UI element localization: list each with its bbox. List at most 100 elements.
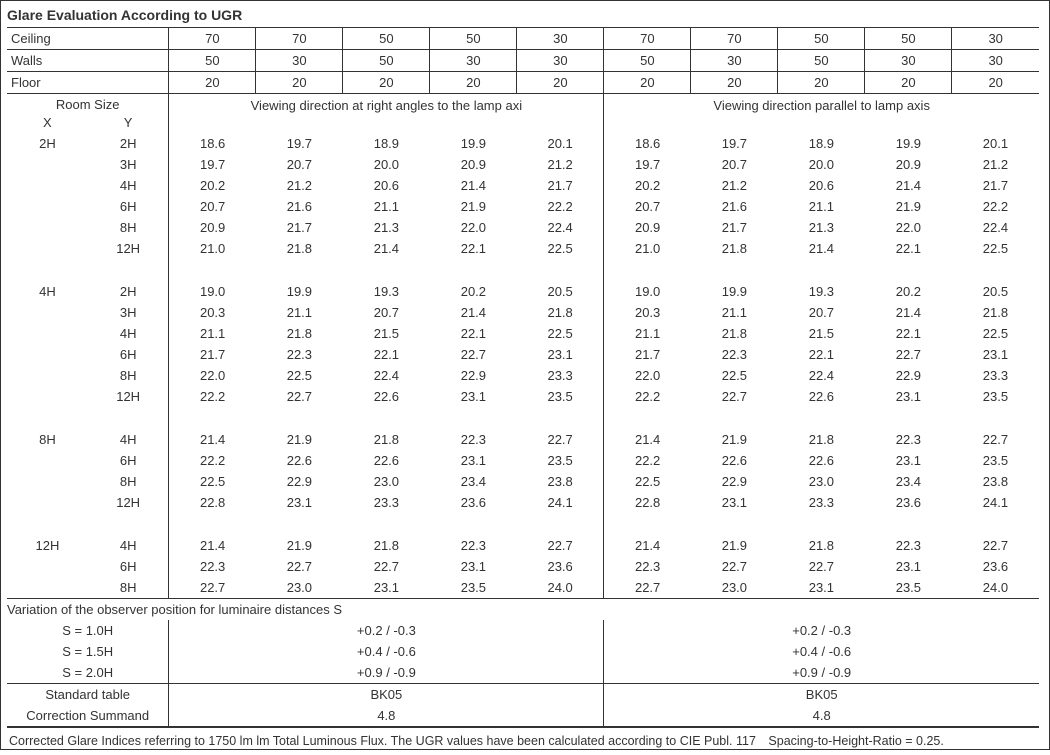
ugr-value: 23.0 — [343, 471, 430, 492]
variation-title: Variation of the observer position for l… — [7, 599, 1039, 621]
param-label: Ceiling — [7, 28, 169, 50]
ugr-value: 21.8 — [256, 323, 343, 344]
param-value: 70 — [604, 28, 691, 50]
room-y: 8H — [88, 577, 169, 599]
ugr-value: 20.1 — [517, 133, 604, 154]
ugr-value: 19.3 — [343, 281, 430, 302]
param-value: 50 — [778, 28, 865, 50]
ugr-value: 21.7 — [691, 217, 778, 238]
ugr-value: 22.5 — [517, 323, 604, 344]
param-value: 20 — [430, 72, 517, 94]
ugr-value: 21.7 — [256, 217, 343, 238]
ugr-value: 22.0 — [865, 217, 952, 238]
ugr-value: 22.5 — [952, 323, 1039, 344]
ugr-value: 20.2 — [604, 175, 691, 196]
ugr-value: 23.1 — [430, 450, 517, 471]
ugr-value: 22.2 — [952, 196, 1039, 217]
ugr-value: 22.7 — [256, 386, 343, 407]
ugr-value: 22.5 — [169, 471, 256, 492]
param-value: 20 — [691, 72, 778, 94]
ugr-value: 22.7 — [952, 535, 1039, 556]
ugr-table-container: Glare Evaluation According to UGR Ceilin… — [0, 0, 1050, 750]
ugr-value: 21.9 — [691, 535, 778, 556]
ugr-value: 20.9 — [604, 217, 691, 238]
summary-label: Correction Summand — [7, 705, 169, 727]
ugr-value: 21.8 — [691, 238, 778, 259]
ugr-value: 19.7 — [604, 154, 691, 175]
ugr-value: 21.2 — [952, 154, 1039, 175]
room-x — [7, 577, 88, 599]
ugr-value: 21.1 — [256, 302, 343, 323]
ugr-value: 22.7 — [517, 429, 604, 450]
page-title: Glare Evaluation According to UGR — [7, 5, 1039, 27]
ugr-value: 20.0 — [343, 154, 430, 175]
ugr-value: 18.9 — [343, 133, 430, 154]
ugr-value: 20.2 — [865, 281, 952, 302]
ugr-value: 22.4 — [778, 365, 865, 386]
ugr-value: 22.9 — [691, 471, 778, 492]
room-y: 3H — [88, 154, 169, 175]
ugr-value: 22.2 — [517, 196, 604, 217]
ugr-value: 18.6 — [169, 133, 256, 154]
ugr-value: 21.3 — [778, 217, 865, 238]
ugr-value: 22.0 — [430, 217, 517, 238]
ugr-value: 23.1 — [430, 386, 517, 407]
ugr-value: 22.6 — [691, 450, 778, 471]
room-y: 12H — [88, 492, 169, 513]
param-value: 50 — [865, 28, 952, 50]
room-x — [7, 175, 88, 196]
ugr-value: 22.5 — [952, 238, 1039, 259]
param-value: 70 — [256, 28, 343, 50]
ugr-value: 20.7 — [604, 196, 691, 217]
param-label: Floor — [7, 72, 169, 94]
param-value: 70 — [691, 28, 778, 50]
ugr-value: 23.1 — [691, 492, 778, 513]
ugr-value: 24.1 — [952, 492, 1039, 513]
ugr-value: 21.5 — [343, 323, 430, 344]
ugr-value: 23.1 — [865, 556, 952, 577]
ugr-value: 22.7 — [778, 556, 865, 577]
ugr-value: 22.7 — [256, 556, 343, 577]
room-x — [7, 217, 88, 238]
param-value: 20 — [343, 72, 430, 94]
param-value: 70 — [169, 28, 256, 50]
s-left: +0.9 / -0.9 — [169, 662, 604, 684]
viewing-right-head: Viewing direction parallel to lamp axis — [604, 94, 1039, 134]
ugr-value: 21.5 — [778, 323, 865, 344]
param-value: 50 — [343, 50, 430, 72]
ugr-value: 21.9 — [256, 429, 343, 450]
room-y: 8H — [88, 471, 169, 492]
room-y: 6H — [88, 450, 169, 471]
ugr-value: 23.1 — [343, 577, 430, 599]
ugr-value: 20.1 — [952, 133, 1039, 154]
ugr-value: 20.3 — [169, 302, 256, 323]
ugr-value: 22.4 — [343, 365, 430, 386]
ugr-value: 23.1 — [430, 556, 517, 577]
ugr-value: 22.1 — [343, 344, 430, 365]
ugr-value: 23.5 — [952, 386, 1039, 407]
ugr-value: 19.7 — [169, 154, 256, 175]
ugr-value: 23.5 — [865, 577, 952, 599]
param-value: 20 — [952, 72, 1039, 94]
ugr-value: 22.7 — [604, 577, 691, 599]
room-y-head: Y — [88, 112, 169, 133]
ugr-value: 19.0 — [169, 281, 256, 302]
ugr-value: 23.0 — [256, 577, 343, 599]
room-y: 3H — [88, 302, 169, 323]
ugr-value: 19.9 — [691, 281, 778, 302]
ugr-value: 22.5 — [604, 471, 691, 492]
ugr-value: 20.7 — [343, 302, 430, 323]
s-left: +0.4 / -0.6 — [169, 641, 604, 662]
ugr-value: 21.4 — [430, 175, 517, 196]
ugr-value: 22.5 — [517, 238, 604, 259]
param-value: 20 — [865, 72, 952, 94]
room-x — [7, 238, 88, 259]
room-size-head: Room Size — [7, 94, 168, 112]
summary-left: BK05 — [169, 684, 604, 706]
ugr-value: 22.7 — [691, 386, 778, 407]
ugr-value: 22.1 — [865, 323, 952, 344]
room-x — [7, 492, 88, 513]
room-x — [7, 196, 88, 217]
ugr-value: 22.1 — [430, 323, 517, 344]
ugr-value: 21.4 — [778, 238, 865, 259]
